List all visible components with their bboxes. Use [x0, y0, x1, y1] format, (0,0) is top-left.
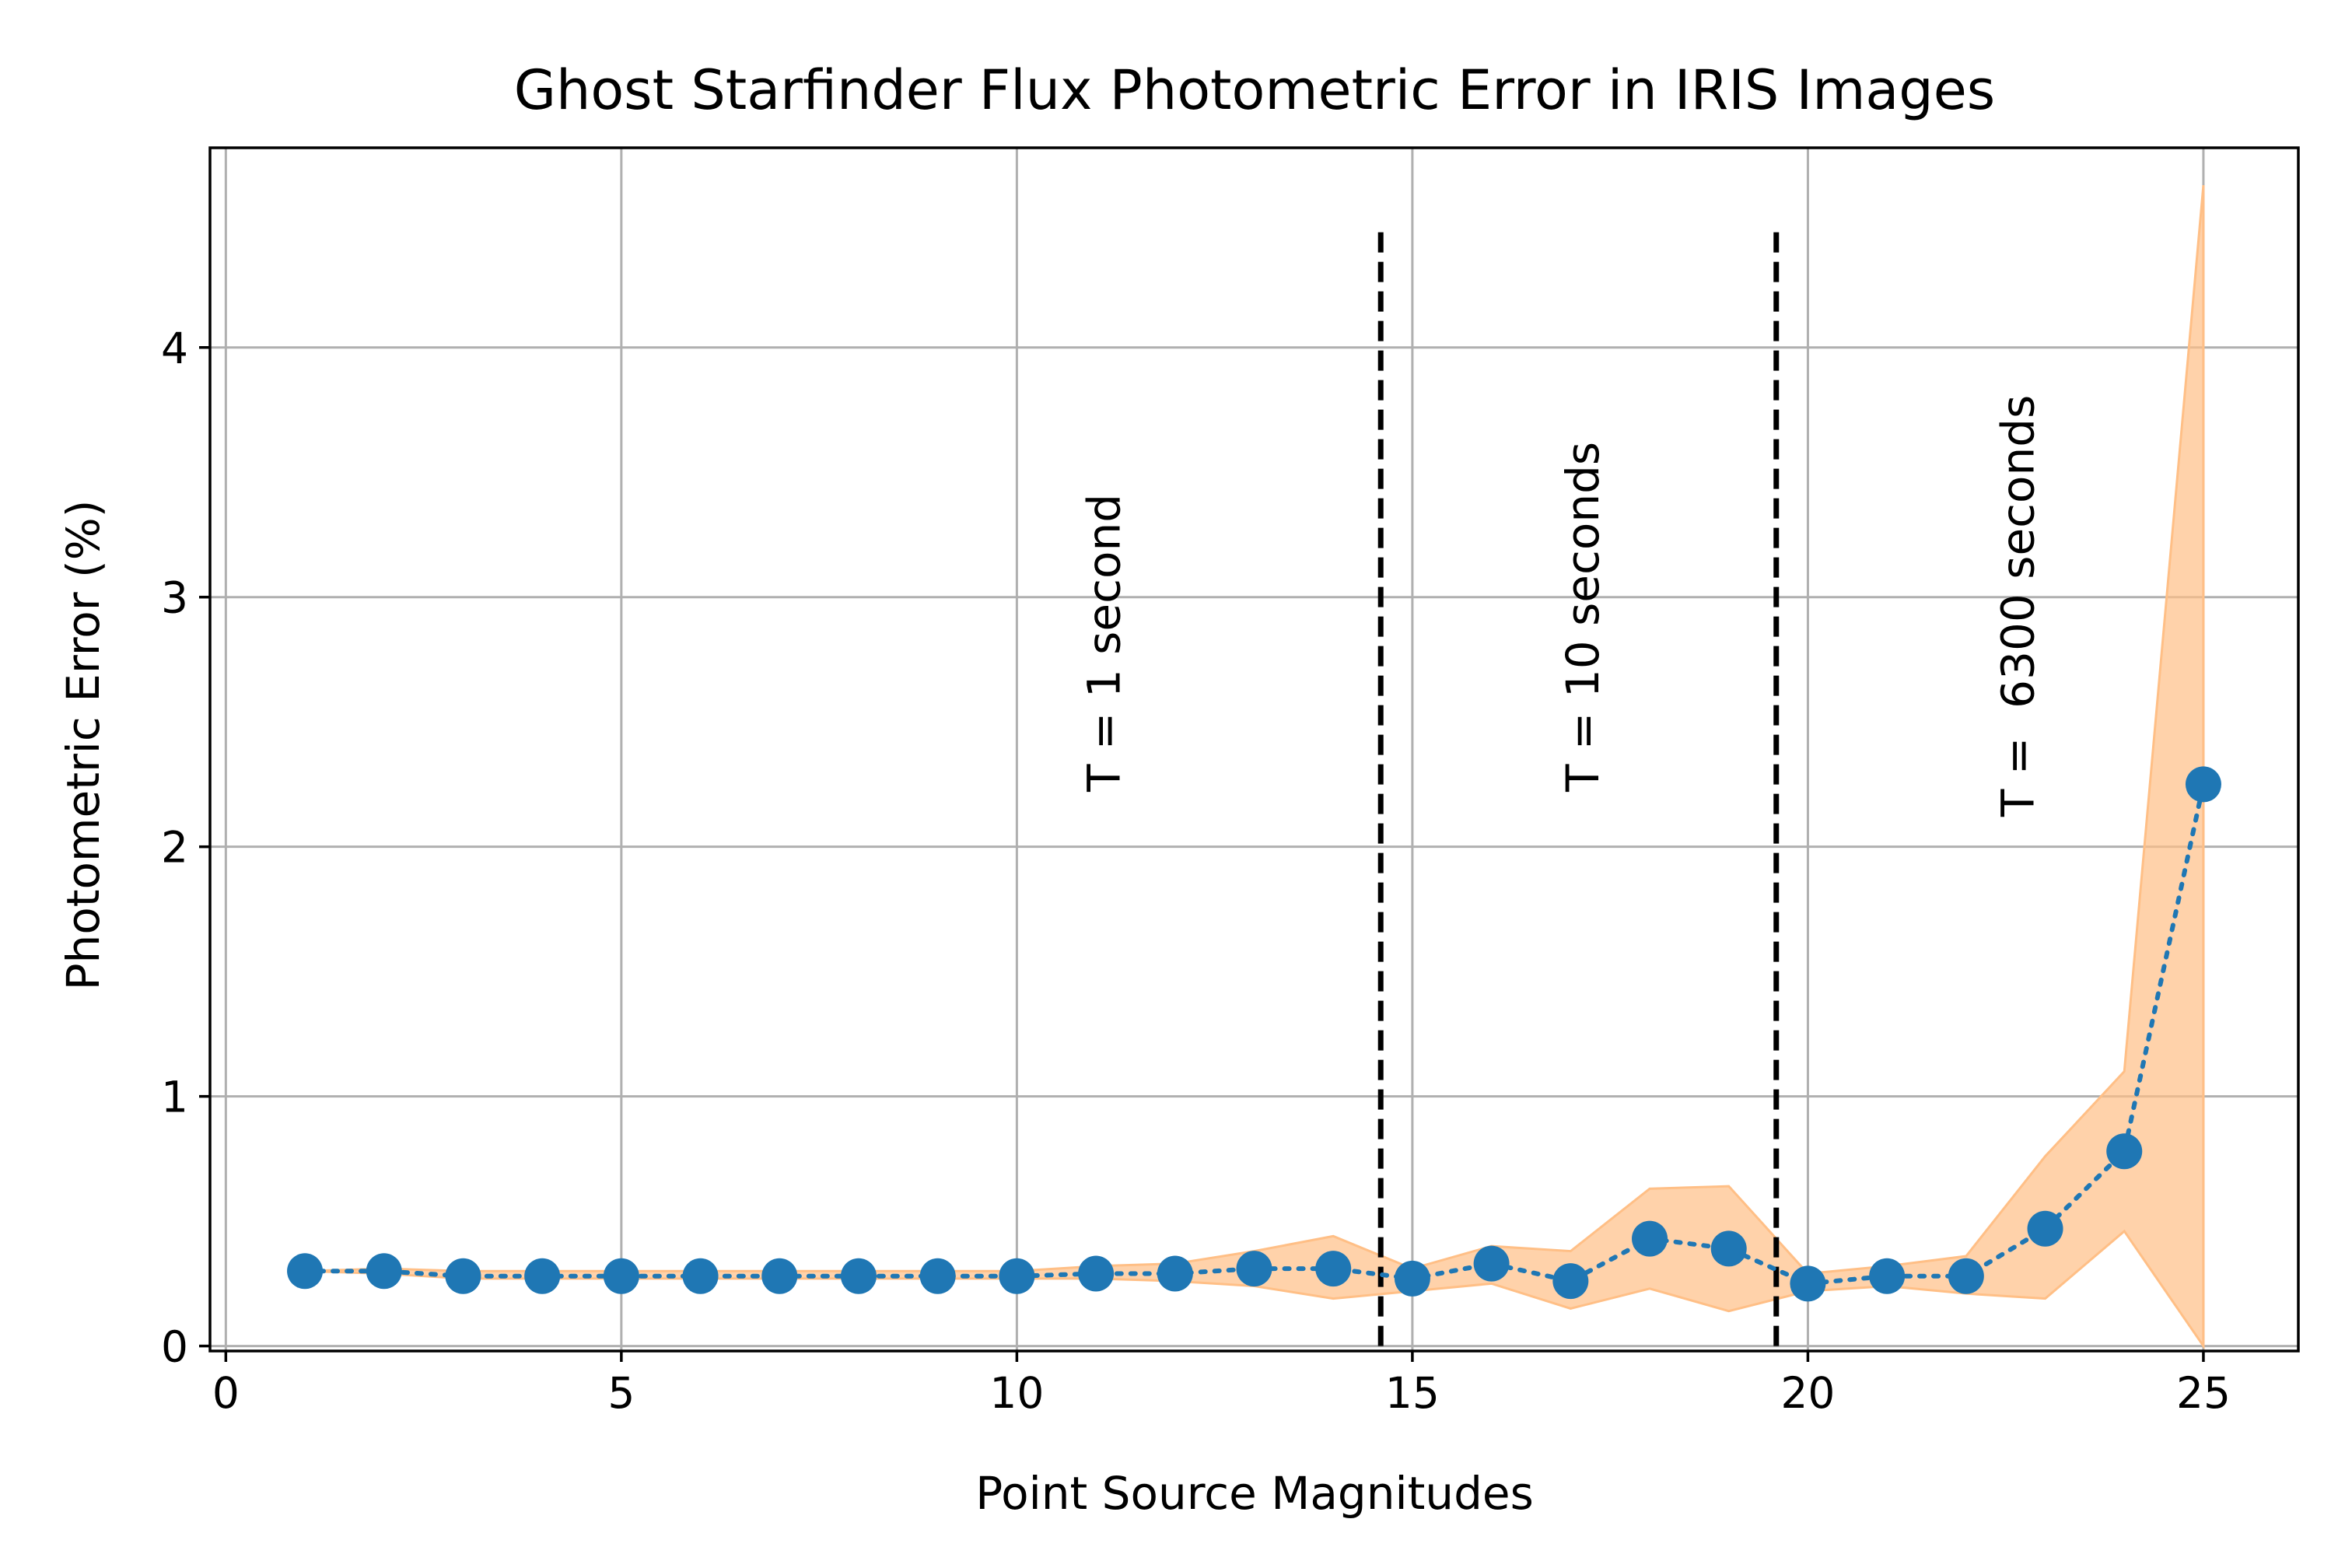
plot-frame: [208, 146, 2300, 1353]
y-tick-label: 4: [161, 324, 188, 373]
data-point: [1710, 1230, 1747, 1267]
series-layer: [287, 766, 2221, 1302]
data-point: [682, 1258, 719, 1294]
data-point: [761, 1258, 798, 1294]
data-point: [1948, 1258, 1984, 1294]
x-tick-label: 5: [607, 1368, 635, 1418]
axis-ticks: 0 5 10 15 20 25 0 1 2 3 4: [161, 324, 2231, 1418]
data-point: [840, 1258, 877, 1294]
y-tick-label: 2: [161, 823, 188, 873]
data-point: [287, 1253, 324, 1290]
y-tick-label: 1: [161, 1073, 188, 1122]
y-tick-label: 3: [161, 573, 188, 623]
x-tick-label: 0: [212, 1368, 240, 1418]
chart-title: Ghost Starfinder Flux Photometric Error …: [514, 58, 1996, 122]
data-point: [919, 1258, 956, 1294]
data-point: [999, 1258, 1035, 1294]
data-point: [1552, 1263, 1589, 1300]
data-point: [1315, 1251, 1352, 1287]
x-axis-label: Point Source Magnitudes: [975, 1467, 1534, 1520]
x-tick-label: 20: [1780, 1368, 1835, 1418]
grid: [210, 148, 2298, 1351]
data-point: [603, 1258, 639, 1294]
data-point: [1394, 1260, 1430, 1297]
data-point: [1869, 1258, 1906, 1294]
data-point: [2106, 1133, 2143, 1170]
x-tick-label: 25: [2176, 1368, 2231, 1418]
data-point: [445, 1258, 481, 1294]
data-point: [1157, 1255, 1193, 1292]
data-point: [1078, 1255, 1115, 1292]
x-tick-label: 10: [989, 1368, 1044, 1418]
exposure-time-label: T = 1 second: [1078, 494, 1131, 793]
y-axis-label: Photometric Error (%): [57, 500, 110, 991]
data-point: [2027, 1210, 2063, 1247]
data-point: [2185, 766, 2221, 803]
y-tick-label: 0: [161, 1322, 188, 1372]
data-point: [1632, 1220, 1668, 1257]
data-point: [366, 1253, 402, 1290]
data-point: [1236, 1251, 1272, 1287]
exposure-time-label: T = 10 seconds: [1556, 442, 1609, 793]
x-tick-label: 15: [1385, 1368, 1440, 1418]
annotations: T = 1 second T = 10 seconds T = 6300 secon…: [1078, 395, 2045, 817]
data-point: [1473, 1245, 1510, 1282]
exposure-boundary-lines: [1377, 227, 1780, 1346]
data-point: [524, 1258, 561, 1294]
data-point: [1790, 1265, 1826, 1302]
exposure-time-label: T = 6300 seconds: [1991, 395, 2044, 817]
